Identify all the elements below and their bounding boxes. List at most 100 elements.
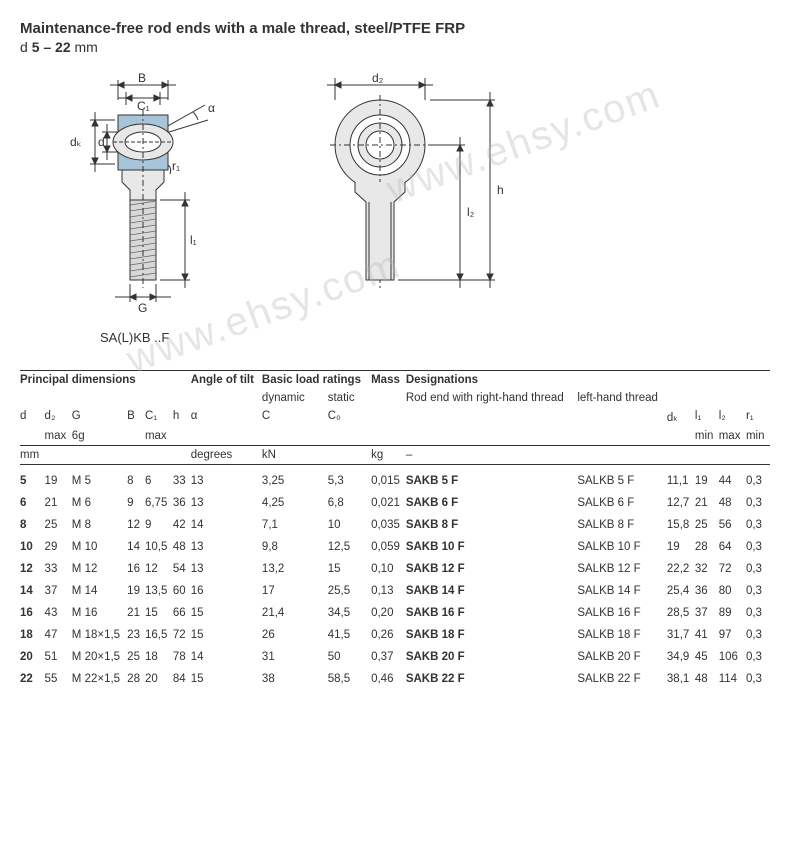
cell-l1: 32 [695, 558, 719, 580]
th-unit-deg: degrees [191, 446, 262, 464]
cell-B: 21 [127, 602, 145, 624]
cell-h: 66 [173, 602, 191, 624]
table-row: 1029M 101410,548139,812,50,059SAKB 10 FS… [20, 536, 770, 558]
label-d: d [98, 135, 105, 149]
cell-C1: 20 [145, 668, 173, 690]
table-body: 519M 58633133,255,30,015SAKB 5 FSALKB 5 … [20, 465, 770, 691]
cell-B: 8 [127, 465, 145, 493]
cell-B: 16 [127, 558, 145, 580]
cell-a: 14 [191, 646, 262, 668]
cell-r1: 0,3 [746, 558, 770, 580]
cell-C0: 15 [328, 558, 371, 580]
subtitle-prefix: d [20, 39, 32, 55]
cell-rh: SAKB 12 F [406, 558, 578, 580]
cell-B: 23 [127, 624, 145, 646]
table-row: 2051M 20×1,52518781431500,37SAKB 20 FSAL… [20, 646, 770, 668]
th-principal: Principal dimensions [20, 371, 191, 389]
cell-B: 25 [127, 646, 145, 668]
cell-C0: 34,5 [328, 602, 371, 624]
cell-l2: 64 [719, 536, 746, 558]
th-l1sub: min [695, 427, 719, 446]
cell-a: 15 [191, 624, 262, 646]
cell-h: 54 [173, 558, 191, 580]
cell-l1: 36 [695, 580, 719, 602]
cell-m: 0,059 [371, 536, 406, 558]
cell-lh: SALKB 8 F [577, 514, 667, 536]
cell-d2: 29 [45, 536, 72, 558]
subtitle-unit: mm [71, 39, 98, 55]
cell-h: 33 [173, 465, 191, 493]
cell-C: 3,25 [262, 465, 328, 493]
th-angle: Angle of tilt [191, 371, 262, 389]
cell-h: 60 [173, 580, 191, 602]
cell-d: 5 [20, 465, 45, 493]
th-Gsub: 6g [72, 427, 127, 446]
cell-r1: 0,3 [746, 646, 770, 668]
cell-d: 16 [20, 602, 45, 624]
cell-m: 0,26 [371, 624, 406, 646]
cell-B: 14 [127, 536, 145, 558]
cell-C0: 5,3 [328, 465, 371, 493]
table-row: 825M 812942147,1100,035SAKB 8 FSALKB 8 F… [20, 514, 770, 536]
th-mass: Mass [371, 371, 406, 389]
cell-m: 0,015 [371, 465, 406, 493]
th-unit-mm: mm [20, 446, 45, 464]
cell-l1: 28 [695, 536, 719, 558]
cell-a: 13 [191, 558, 262, 580]
th-designations: Designations [406, 371, 667, 389]
cell-C0: 12,5 [328, 536, 371, 558]
cell-a: 15 [191, 602, 262, 624]
th-l2sub: max [719, 427, 746, 446]
th-d: d [20, 407, 45, 427]
cell-l1: 48 [695, 668, 719, 690]
cell-dk: 22,2 [667, 558, 695, 580]
th-d2sub: max [45, 427, 72, 446]
cell-C: 21,4 [262, 602, 328, 624]
cell-C: 7,1 [262, 514, 328, 536]
cell-dk: 25,4 [667, 580, 695, 602]
diagram-side-view: B C₁ α dₖ d r₁ [60, 70, 240, 320]
cell-d2: 55 [45, 668, 72, 690]
label-h: h [497, 183, 504, 197]
table-row: 621M 696,7536134,256,80,021SAKB 6 FSALKB… [20, 492, 770, 514]
cell-l1: 37 [695, 602, 719, 624]
cell-a: 13 [191, 465, 262, 493]
cell-G: M 12 [72, 558, 127, 580]
cell-C1: 12 [145, 558, 173, 580]
cell-C1: 13,5 [145, 580, 173, 602]
cell-C0: 50 [328, 646, 371, 668]
data-table: Principal dimensions Angle of tilt Basic… [20, 371, 770, 690]
cell-h: 36 [173, 492, 191, 514]
cell-r1: 0,3 [746, 536, 770, 558]
th-B: B [127, 407, 145, 427]
cell-d2: 21 [45, 492, 72, 514]
cell-l2: 89 [719, 602, 746, 624]
th-dynamic: dynamic [262, 389, 328, 407]
cell-C: 26 [262, 624, 328, 646]
table-row: 1847M 18×1,52316,572152641,50,26SAKB 18 … [20, 624, 770, 646]
cell-h: 78 [173, 646, 191, 668]
cell-rh: SAKB 14 F [406, 580, 578, 602]
cell-lh: SALKB 18 F [577, 624, 667, 646]
label-G: G [138, 301, 147, 315]
label-r1: r₁ [172, 159, 180, 173]
cell-l2: 48 [719, 492, 746, 514]
th-C1: C₁ [145, 407, 173, 427]
cell-G: M 6 [72, 492, 127, 514]
label-B: B [138, 71, 146, 85]
cell-d2: 25 [45, 514, 72, 536]
cell-dk: 15,8 [667, 514, 695, 536]
label-l1: l₁ [190, 233, 197, 247]
th-h: h [173, 407, 191, 427]
cell-d2: 33 [45, 558, 72, 580]
cell-C0: 6,8 [328, 492, 371, 514]
cell-B: 12 [127, 514, 145, 536]
cell-rh: SAKB 22 F [406, 668, 578, 690]
cell-d: 14 [20, 580, 45, 602]
cell-lh: SALKB 22 F [577, 668, 667, 690]
cell-rh: SAKB 8 F [406, 514, 578, 536]
th-G: G [72, 407, 127, 427]
cell-G: M 22×1,5 [72, 668, 127, 690]
cell-l2: 106 [719, 646, 746, 668]
cell-m: 0,20 [371, 602, 406, 624]
